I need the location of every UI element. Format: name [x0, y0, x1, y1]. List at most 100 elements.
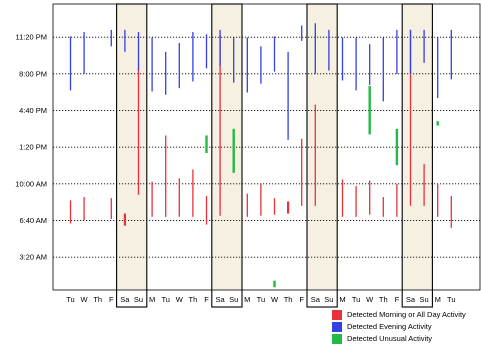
x-tick-label: Sa	[120, 295, 130, 304]
bar-morning	[165, 135, 167, 217]
bar-evening	[69, 36, 72, 91]
legend-swatch-unusual	[332, 334, 342, 344]
activity-bars	[69, 23, 452, 288]
weekend-shade-1	[211, 4, 242, 290]
bar-unusual	[368, 85, 371, 135]
bar-evening	[219, 29, 221, 67]
bar-evening	[233, 37, 235, 83]
bar-morning	[423, 164, 425, 206]
bar-evening	[110, 29, 112, 47]
x-tick-label: Tu	[447, 295, 455, 304]
bar-evening	[165, 51, 167, 95]
bar-evening	[192, 32, 194, 82]
bar-morning	[301, 138, 303, 206]
bar-evening	[355, 37, 357, 91]
y-tick-label: 8:00 PM	[19, 69, 47, 78]
legend-label-unusual: Detected Unusual Activity	[347, 334, 433, 343]
x-tick-label: M	[149, 295, 155, 304]
x-tick-label: Sa	[311, 295, 321, 304]
x-tick-label: F	[395, 295, 400, 304]
x-tick-label: Tu	[66, 295, 74, 304]
x-tick-label: Sa	[216, 295, 226, 304]
bar-evening	[137, 32, 140, 71]
legend-label-evening: Detected Evening Activity	[347, 322, 432, 331]
x-tick-label: M	[339, 295, 345, 304]
x-tick-label: M	[244, 295, 250, 304]
bar-morning	[409, 29, 412, 206]
bar-morning	[192, 169, 194, 217]
bar-evening	[450, 29, 452, 80]
x-tick-label: Tu	[352, 295, 360, 304]
grid-lines	[53, 36, 480, 258]
x-tick-label: W	[81, 295, 89, 304]
bar-morning	[151, 181, 153, 217]
bar-evening	[409, 29, 412, 74]
bar-evening	[205, 34, 208, 69]
x-tick-label: Tu	[257, 295, 265, 304]
bar-evening	[151, 37, 153, 92]
legend-swatch-evening	[332, 322, 342, 332]
x-tick-label: M	[435, 295, 441, 304]
bar-morning	[382, 197, 384, 217]
bar-morning	[219, 35, 221, 216]
bar-evening	[382, 37, 384, 102]
bar-evening	[423, 29, 425, 63]
bar-evening	[260, 46, 262, 84]
bar-evening	[301, 25, 303, 41]
x-tick-label: W	[366, 295, 374, 304]
bar-morning	[314, 104, 316, 206]
bar-morning	[123, 213, 126, 226]
x-tick-label: Su	[420, 295, 429, 304]
x-tick-label: Th	[189, 295, 198, 304]
bar-evening	[328, 29, 330, 71]
bar-morning	[396, 183, 398, 217]
bar-evening	[246, 37, 248, 93]
plot-frame	[52, 3, 481, 291]
bar-evening	[314, 23, 316, 74]
bar-morning	[369, 180, 371, 215]
x-tick-label: Tu	[161, 295, 169, 304]
x-tick-label: Th	[284, 295, 293, 304]
bar-morning	[273, 198, 276, 215]
bar-evening	[273, 36, 276, 72]
y-tick-label: 6:40 AM	[19, 216, 47, 225]
bar-unusual	[395, 128, 399, 166]
bar-unusual	[436, 121, 439, 126]
bar-evening	[437, 37, 439, 99]
bar-morning	[137, 68, 140, 195]
bar-morning	[205, 195, 208, 225]
bar-evening	[341, 37, 344, 81]
bar-unusual	[273, 280, 276, 288]
y-tick-label: 10:00 AM	[15, 179, 47, 188]
legend-swatch-morning	[332, 310, 342, 320]
bar-unusual	[232, 128, 235, 173]
bar-morning	[260, 183, 262, 216]
x-tick-label: F	[109, 295, 114, 304]
y-tick-label: 3:20 AM	[19, 253, 47, 262]
bar-morning	[83, 197, 85, 221]
bar-evening	[287, 51, 289, 140]
y-axis-tick-labels: 11:20 PM 8:00 PM 4:40 PM 1:20 PM 10:00 AM 6:4…	[15, 33, 47, 262]
bar-evening	[396, 29, 398, 74]
x-axis-tick-labels: Tu W Th F Sa Su M Tu W Th F Sa Su M Tu W Th F Sa Su M Tu W Th F S…	[66, 295, 455, 304]
x-tick-label: Su	[229, 295, 238, 304]
x-tick-label: W	[176, 295, 184, 304]
weekend-shade-3	[402, 4, 433, 290]
x-tick-label: F	[204, 295, 209, 304]
y-tick-label: 11:20 PM	[15, 33, 47, 42]
legend-label-morning: Detected Morning or All Day Activity	[347, 310, 466, 319]
x-tick-label: Th	[379, 295, 388, 304]
bar-morning	[178, 178, 180, 217]
y-tick-label: 4:40 PM	[19, 106, 47, 115]
bar-morning	[437, 183, 439, 217]
x-tick-label: F	[299, 295, 304, 304]
bar-unusual	[205, 135, 208, 154]
bar-morning	[287, 201, 290, 214]
bar-evening	[369, 44, 371, 85]
bar-evening	[83, 32, 85, 74]
bar-morning	[341, 179, 344, 217]
x-tick-label: Th	[93, 295, 102, 304]
bar-morning	[246, 193, 248, 217]
x-tick-label: Su	[324, 295, 333, 304]
